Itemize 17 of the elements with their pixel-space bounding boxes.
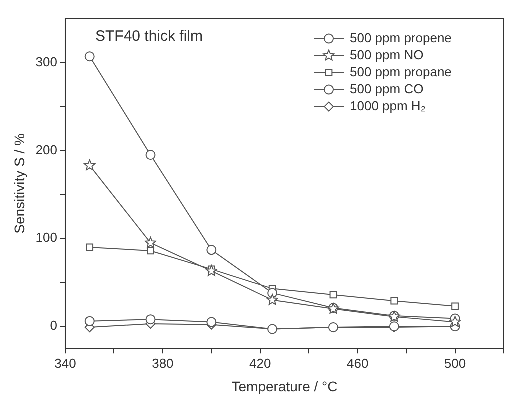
text: STF40 thick film: [95, 28, 204, 45]
y-tick-label: 0: [50, 318, 58, 334]
legend-label: 500 ppm propane: [350, 64, 452, 80]
y-tick-label: 300: [36, 54, 58, 70]
y-axis-title: Sensitivity S / %: [11, 134, 28, 234]
x-axis-title: Temperature / °C: [232, 378, 338, 394]
x-tick-label: 500: [444, 356, 466, 371]
legend-label: 500 ppm NO: [350, 47, 424, 62]
x-tick-label: 420: [250, 356, 272, 371]
y-tick-label: 100: [36, 230, 58, 246]
legend-label: 500 ppm propene: [350, 30, 452, 46]
legend-label: 1000 ppm H₂: [350, 98, 426, 114]
x-tick-label: 460: [346, 356, 369, 371]
x-tick-label: 340: [54, 356, 76, 371]
legend-label: 500 ppm CO: [350, 81, 424, 96]
y-tick-label: 200: [36, 142, 58, 158]
x-tick-label: 380: [152, 356, 174, 371]
